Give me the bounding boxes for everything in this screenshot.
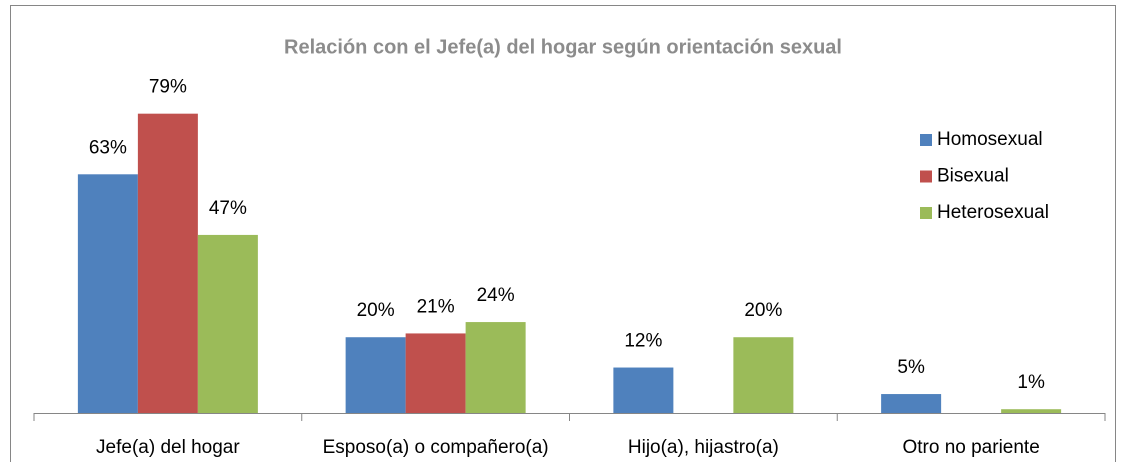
data-label: 79% <box>149 77 187 98</box>
bar <box>345 337 406 413</box>
legend-swatch <box>920 134 932 146</box>
legend-label: Homosexual <box>937 129 1043 150</box>
x-tick-label: Hijo(a), hijastro(a) <box>628 437 779 458</box>
data-label: 47% <box>209 198 247 219</box>
data-label: 5% <box>897 357 925 378</box>
data-label: 12% <box>624 331 662 352</box>
bar <box>613 367 674 413</box>
data-label: 1% <box>1017 372 1045 393</box>
bar <box>405 333 466 413</box>
x-tick-label: Otro no pariente <box>902 437 1039 458</box>
legend-swatch <box>920 207 932 219</box>
data-label: 20% <box>357 300 395 321</box>
bar <box>1001 409 1062 413</box>
legend-label: Heterosexual <box>937 202 1049 223</box>
bar <box>197 234 258 413</box>
legend-label: Bisexual <box>937 166 1009 187</box>
bar <box>733 337 794 413</box>
bar <box>137 113 198 413</box>
bar <box>881 394 942 413</box>
data-label: 20% <box>744 300 782 321</box>
x-tick-label: Jefe(a) del hogar <box>96 437 240 458</box>
bar <box>465 322 526 413</box>
legend-swatch <box>920 170 932 183</box>
x-tick-label: Esposo(a) o compañero(a) <box>323 437 549 458</box>
chart-title: Relación con el Jefe(a) del hogar según … <box>284 36 842 58</box>
bar <box>77 174 138 413</box>
data-label: 63% <box>89 137 127 158</box>
data-label: 21% <box>417 296 455 317</box>
data-label: 24% <box>477 285 515 306</box>
